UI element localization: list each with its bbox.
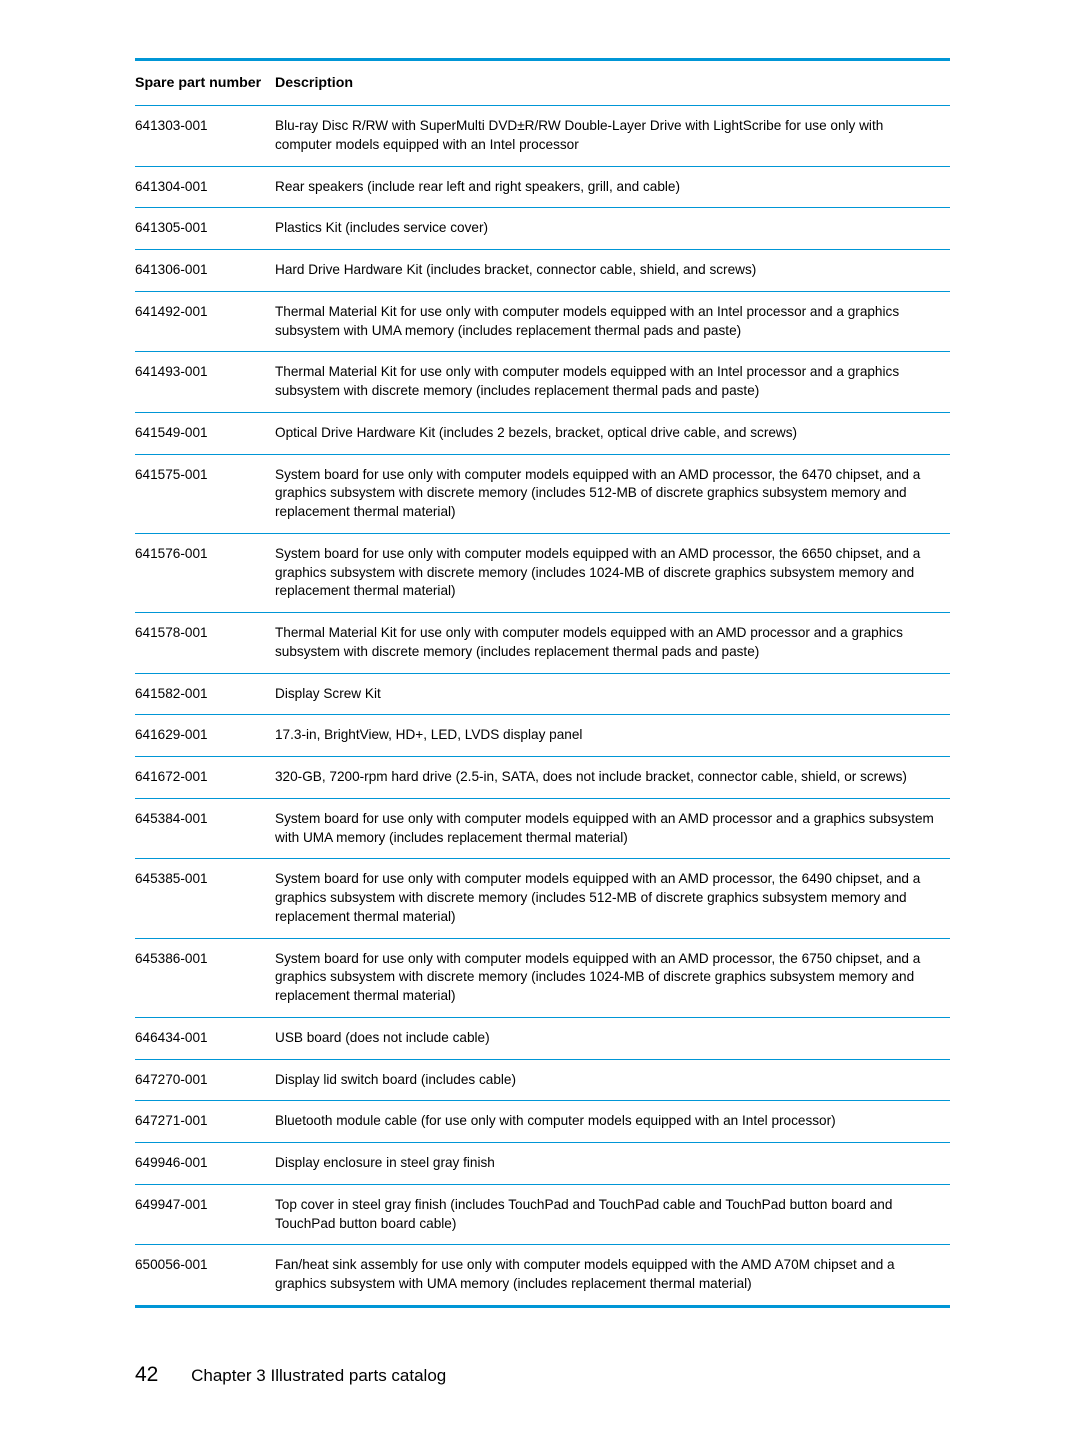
description-cell: Thermal Material Kit for use only with c… — [275, 291, 950, 352]
description-cell: System board for use only with computer … — [275, 454, 950, 533]
table-row: 645386-001System board for use only with… — [135, 938, 950, 1017]
description-cell: Display enclosure in steel gray finish — [275, 1143, 950, 1185]
part-number-cell: 641575-001 — [135, 454, 275, 533]
part-number-cell: 650056-001 — [135, 1245, 275, 1307]
part-number-cell: 645384-001 — [135, 798, 275, 859]
part-number-cell: 641549-001 — [135, 412, 275, 454]
table-row: 641629-00117.3-in, BrightView, HD+, LED,… — [135, 715, 950, 757]
part-number-cell: 641305-001 — [135, 208, 275, 250]
part-number-cell: 649947-001 — [135, 1184, 275, 1245]
table-header-row: Spare part number Description — [135, 60, 950, 106]
part-number-cell: 641578-001 — [135, 613, 275, 674]
description-cell: System board for use only with computer … — [275, 533, 950, 612]
description-cell: Plastics Kit (includes service cover) — [275, 208, 950, 250]
description-cell: Rear speakers (include rear left and rig… — [275, 166, 950, 208]
part-number-cell: 646434-001 — [135, 1017, 275, 1059]
table-row: 647271-001Bluetooth module cable (for us… — [135, 1101, 950, 1143]
table-row: 646434-001USB board (does not include ca… — [135, 1017, 950, 1059]
description-cell: Display Screw Kit — [275, 673, 950, 715]
table-row: 641549-001Optical Drive Hardware Kit (in… — [135, 412, 950, 454]
description-cell: 17.3-in, BrightView, HD+, LED, LVDS disp… — [275, 715, 950, 757]
part-number-cell: 649946-001 — [135, 1143, 275, 1185]
description-cell: Blu-ray Disc R/RW with SuperMulti DVD±R/… — [275, 106, 950, 167]
table-row: 647270-001Display lid switch board (incl… — [135, 1059, 950, 1101]
table-row: 641305-001Plastics Kit (includes service… — [135, 208, 950, 250]
table-row: 641306-001Hard Drive Hardware Kit (inclu… — [135, 250, 950, 292]
header-spare-part: Spare part number — [135, 60, 275, 106]
part-number-cell: 641576-001 — [135, 533, 275, 612]
description-cell: 320-GB, 7200-rpm hard drive (2.5-in, SAT… — [275, 757, 950, 799]
part-number-cell: 641492-001 — [135, 291, 275, 352]
table-row: 641582-001Display Screw Kit — [135, 673, 950, 715]
table-row: 641672-001320-GB, 7200-rpm hard drive (2… — [135, 757, 950, 799]
header-description: Description — [275, 60, 950, 106]
table-row: 649947-001Top cover in steel gray finish… — [135, 1184, 950, 1245]
table-row: 641575-001System board for use only with… — [135, 454, 950, 533]
table-row: 641493-001Thermal Material Kit for use o… — [135, 352, 950, 413]
part-number-cell: 641493-001 — [135, 352, 275, 413]
description-cell: System board for use only with computer … — [275, 798, 950, 859]
table-row: 641492-001Thermal Material Kit for use o… — [135, 291, 950, 352]
description-cell: Thermal Material Kit for use only with c… — [275, 352, 950, 413]
part-number-cell: 641629-001 — [135, 715, 275, 757]
chapter-title: Chapter 3 Illustrated parts catalog — [191, 1366, 446, 1385]
description-cell: Optical Drive Hardware Kit (includes 2 b… — [275, 412, 950, 454]
description-cell: Thermal Material Kit for use only with c… — [275, 613, 950, 674]
table-row: 641304-001Rear speakers (include rear le… — [135, 166, 950, 208]
table-row: 649946-001Display enclosure in steel gra… — [135, 1143, 950, 1185]
table-row: 645385-001System board for use only with… — [135, 859, 950, 938]
table-body: 641303-001Blu-ray Disc R/RW with SuperMu… — [135, 106, 950, 1307]
description-cell: Bluetooth module cable (for use only wit… — [275, 1101, 950, 1143]
table-row: 645384-001System board for use only with… — [135, 798, 950, 859]
description-cell: System board for use only with computer … — [275, 859, 950, 938]
part-number-cell: 641304-001 — [135, 166, 275, 208]
part-number-cell: 647271-001 — [135, 1101, 275, 1143]
table-row: 650056-001Fan/heat sink assembly for use… — [135, 1245, 950, 1307]
part-number-cell: 641303-001 — [135, 106, 275, 167]
part-number-cell: 641306-001 — [135, 250, 275, 292]
description-cell: Top cover in steel gray finish (includes… — [275, 1184, 950, 1245]
page-number: 42 — [135, 1363, 158, 1386]
table-row: 641303-001Blu-ray Disc R/RW with SuperMu… — [135, 106, 950, 167]
part-number-cell: 641672-001 — [135, 757, 275, 799]
page-footer: 42 Chapter 3 Illustrated parts catalog — [135, 1363, 446, 1387]
description-cell: Display lid switch board (includes cable… — [275, 1059, 950, 1101]
part-number-cell: 645386-001 — [135, 938, 275, 1017]
description-cell: System board for use only with computer … — [275, 938, 950, 1017]
parts-table: Spare part number Description 641303-001… — [135, 58, 950, 1308]
part-number-cell: 641582-001 — [135, 673, 275, 715]
part-number-cell: 645385-001 — [135, 859, 275, 938]
part-number-cell: 647270-001 — [135, 1059, 275, 1101]
table-row: 641576-001System board for use only with… — [135, 533, 950, 612]
table-row: 641578-001Thermal Material Kit for use o… — [135, 613, 950, 674]
description-cell: USB board (does not include cable) — [275, 1017, 950, 1059]
description-cell: Hard Drive Hardware Kit (includes bracke… — [275, 250, 950, 292]
description-cell: Fan/heat sink assembly for use only with… — [275, 1245, 950, 1307]
